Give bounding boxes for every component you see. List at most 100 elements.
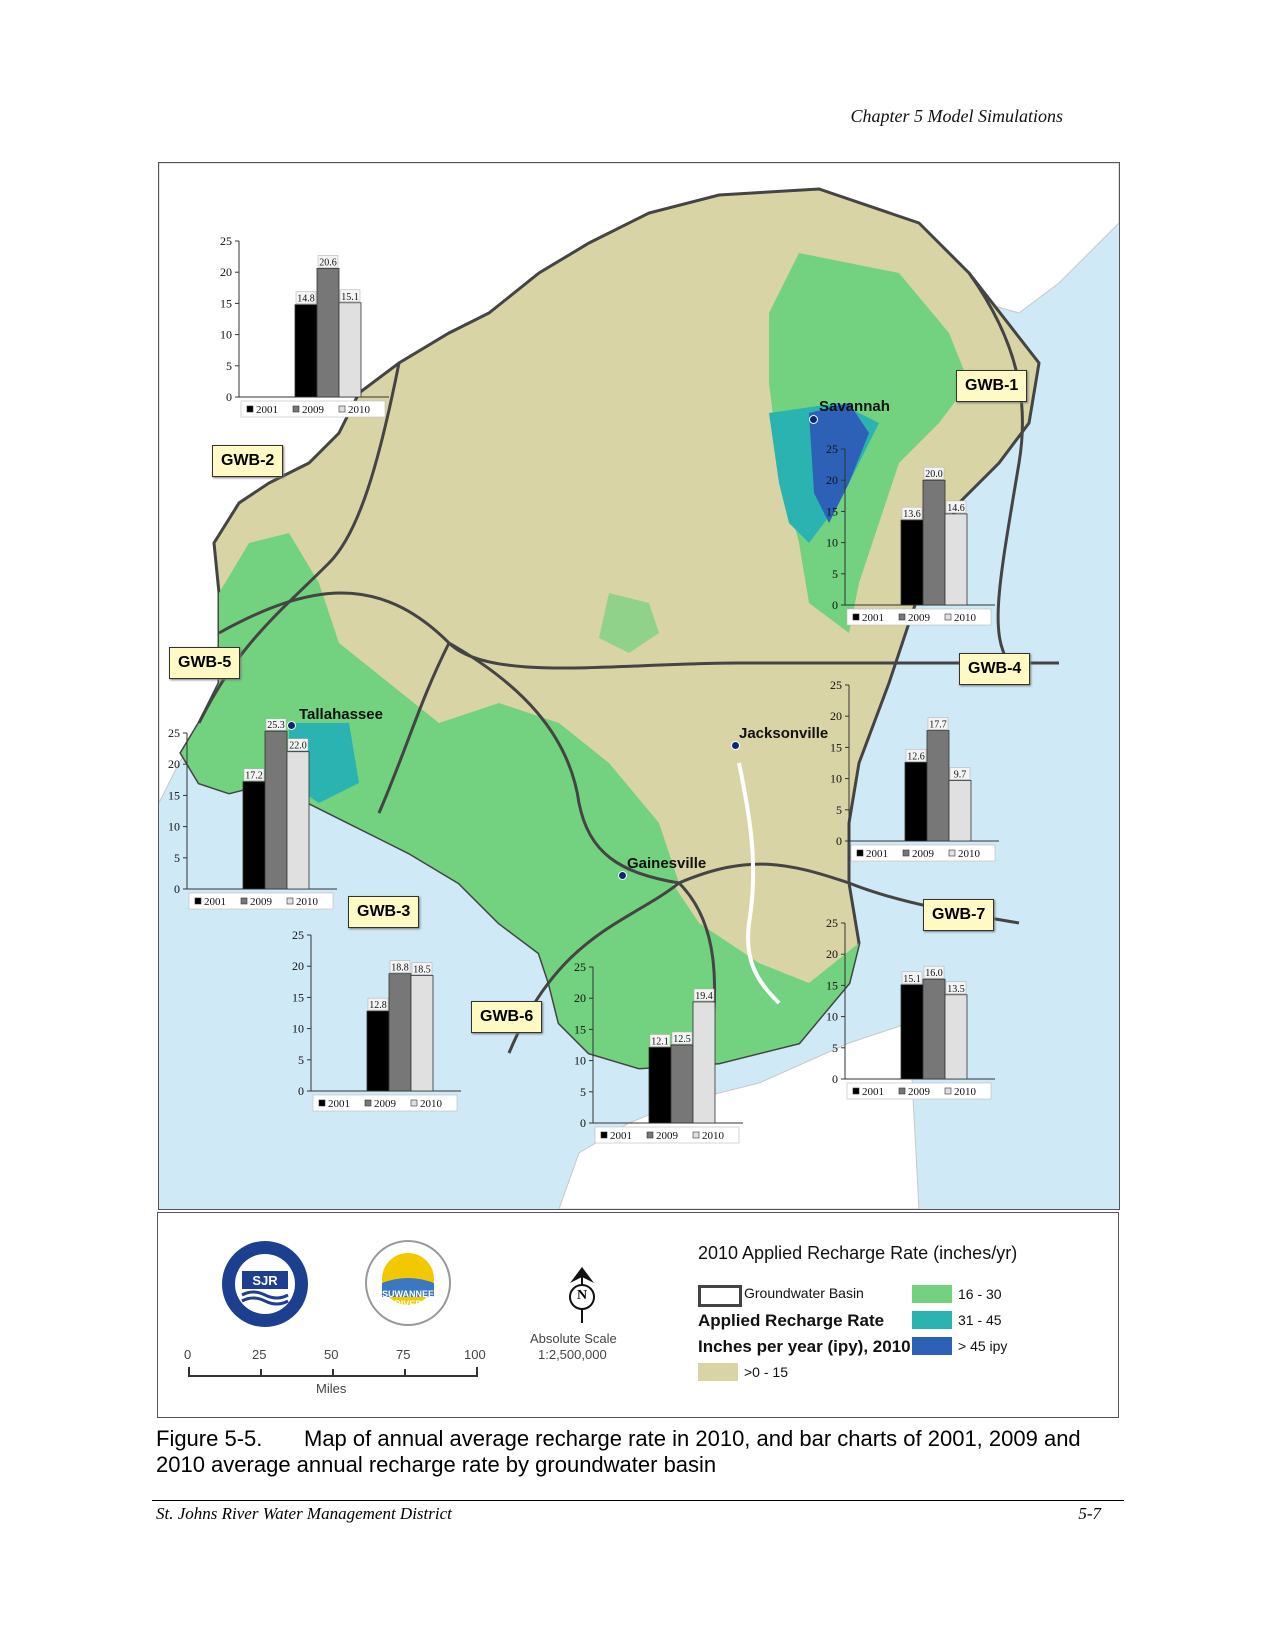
legend-rate-heading-2: Inches per year (ipy), 2010 <box>698 1337 911 1356</box>
chart-legend-box <box>240 400 386 418</box>
scale-label-0: 0 <box>184 1347 192 1362</box>
scale-tick <box>332 1369 334 1377</box>
data-label: 19.4 <box>695 991 713 1002</box>
data-label: 14.8 <box>297 294 315 305</box>
zone-gt-45 <box>809 403 869 523</box>
legend-label-0-15: >0 - 15 <box>744 1364 788 1380</box>
data-label-box <box>649 1034 671 1047</box>
data-label: 16.0 <box>925 968 943 979</box>
bar-2001 <box>242 781 266 890</box>
bar-chart-gwb-4: 0 5 10 15 20 25 12.6 17.7 9.7 2001 2009 2010 <box>830 678 999 862</box>
city-label-tallahassee: Tallahassee <box>299 706 383 723</box>
y-tick-label: 25 <box>826 442 838 456</box>
bar-chart-gwb-2: 0 5 10 15 20 25 14.8 20.6 15.1 2001 2009 2010 <box>220 234 389 418</box>
bar-2009 <box>922 479 946 606</box>
data-label: 20.0 <box>925 469 943 480</box>
sjr-logo <box>222 1241 308 1327</box>
legend-swatch-16-30 <box>912 1285 952 1303</box>
legend-label-2001: 2001 <box>204 896 226 908</box>
y-tick-label: 0 <box>832 1072 838 1086</box>
chart-legend-box <box>594 1126 740 1144</box>
data-label: 13.5 <box>947 984 965 995</box>
y-tick-label: 10 <box>826 536 838 550</box>
recharge-map[interactable]: GWB-1 GWB-2 GWB-3 GWB-4 GWB-5 GWB-6 GWB-… <box>158 162 1120 1210</box>
legend-label-2010: 2010 <box>954 612 977 624</box>
scale-tick <box>188 1367 190 1377</box>
legend-label-2001: 2001 <box>862 612 884 624</box>
zone-16-30-inland <box>599 593 659 653</box>
data-label: 12.1 <box>651 1036 669 1047</box>
y-tick-label: 15 <box>574 1022 586 1036</box>
north-arrow-icon <box>569 1267 595 1323</box>
legend-swatch-2009 <box>646 1131 654 1139</box>
srwmd-logo <box>365 1240 451 1326</box>
legend-swatch-basin <box>698 1285 742 1307</box>
legend-swatch-2010 <box>948 849 956 857</box>
bar-2010 <box>948 780 972 842</box>
y-tick-label: 15 <box>168 788 180 802</box>
zone-16-30-central <box>439 703 679 883</box>
y-tick-label: 5 <box>580 1085 586 1099</box>
y-tick-label: 0 <box>580 1116 586 1130</box>
legend-basin-label: Groundwater Basin <box>744 1285 864 1301</box>
data-label: 12.8 <box>369 1000 387 1011</box>
y-tick-label: 5 <box>298 1053 304 1067</box>
y-tick-label: 5 <box>174 851 180 865</box>
callout-gwb-3: GWB-3 <box>348 896 420 928</box>
footer-rule <box>152 1500 1124 1501</box>
y-tick-label: 10 <box>292 1022 304 1036</box>
legend-swatch-2009 <box>292 405 300 413</box>
y-tick-label: 15 <box>826 978 838 992</box>
y-tick-label: 20 <box>292 959 304 973</box>
legend-swatch-2010 <box>410 1099 418 1107</box>
scale-label-25: 25 <box>252 1347 267 1362</box>
bar-chart-gwb-5: 0 5 10 15 20 25 17.2 25.3 22.0 2001 2009 2010 <box>168 719 337 910</box>
legend-swatch-2009 <box>902 849 910 857</box>
bar-2001 <box>294 304 318 398</box>
bar-2010 <box>692 1001 716 1124</box>
y-tick-label: 20 <box>168 757 180 771</box>
chapter-header: Chapter 5 Model Simulations <box>850 106 1064 126</box>
city-marker-jacksonville <box>731 741 740 750</box>
bar-2001 <box>366 1010 390 1092</box>
data-label-box <box>945 981 967 995</box>
city-marker-tallahassee <box>287 721 296 730</box>
legend-swatch-2010 <box>286 897 294 905</box>
bar-chart-gwb-1: 0 5 10 15 20 25 13.6 20.0 14.6 2001 2009 2010 <box>826 442 995 626</box>
data-label-box <box>317 255 339 268</box>
data-label-box <box>905 749 927 762</box>
figure-caption-text: Map of annual average recharge rate in 2… <box>156 1426 1081 1477</box>
legend-label-2009: 2009 <box>656 1130 679 1142</box>
y-tick-label: 10 <box>830 772 842 786</box>
bar-2010 <box>338 302 362 398</box>
legend-swatch-2010 <box>944 613 952 621</box>
legend-label-gt-45: > 45 ipy <box>958 1338 1008 1354</box>
scale-tick <box>404 1369 406 1377</box>
bar-chart-gwb-6: 0 5 10 15 20 25 12.1 12.5 19.4 2001 2009 2010 <box>574 960 743 1144</box>
y-tick-label: 0 <box>832 598 838 612</box>
data-label: 9.7 <box>954 769 967 780</box>
chart-legend-box <box>846 608 992 626</box>
data-label-box <box>901 971 923 985</box>
data-label: 17.7 <box>929 720 947 731</box>
y-tick-label: 20 <box>830 709 842 723</box>
data-label: 18.5 <box>413 965 431 976</box>
bar-2009 <box>316 268 340 398</box>
y-tick-label: 15 <box>220 296 232 310</box>
data-label: 12.5 <box>673 1034 691 1045</box>
chart-legend-box <box>850 844 996 862</box>
scale-label-75: 75 <box>396 1347 411 1362</box>
data-label-box <box>923 965 945 979</box>
data-label-box <box>923 466 945 480</box>
scale-label-100: 100 <box>464 1347 486 1362</box>
y-tick-label: 20 <box>826 947 838 961</box>
data-label-box <box>693 988 715 1002</box>
y-tick-label: 10 <box>168 820 180 834</box>
callout-gwb-7: GWB-7 <box>923 899 995 931</box>
y-tick-label: 5 <box>832 1041 838 1055</box>
legend-label-2001: 2001 <box>328 1098 350 1110</box>
legend-swatch-2009 <box>898 613 906 621</box>
data-label-box <box>901 506 923 520</box>
y-tick-label: 10 <box>826 1010 838 1024</box>
legend-swatch-2010 <box>338 405 346 413</box>
